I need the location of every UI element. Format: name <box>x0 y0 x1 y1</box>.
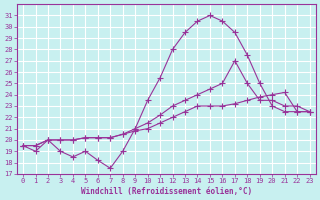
X-axis label: Windchill (Refroidissement éolien,°C): Windchill (Refroidissement éolien,°C) <box>81 187 252 196</box>
